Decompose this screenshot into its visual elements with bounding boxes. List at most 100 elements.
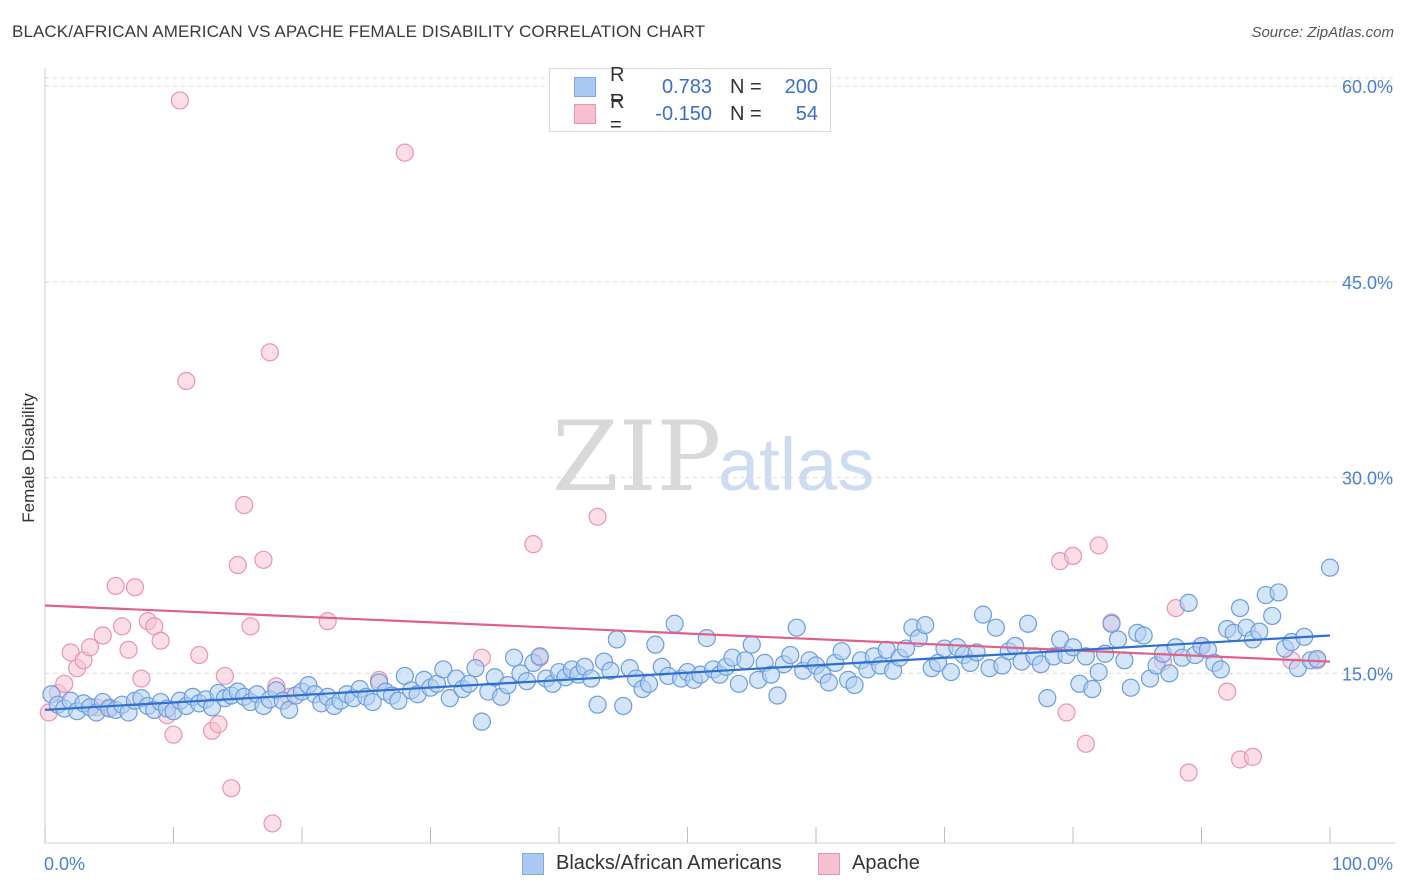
blacks-point: [1308, 649, 1327, 669]
legend-n-value: 54: [795, 102, 818, 125]
legend-n-value: 200: [784, 75, 818, 98]
legend-n-label: N =: [730, 75, 762, 98]
blacks-point: [845, 675, 864, 695]
apache-point: [112, 617, 132, 636]
apache-point: [177, 371, 196, 391]
axes: [44, 68, 1395, 844]
y-tick-label: 45.0%: [1342, 273, 1393, 293]
blacks-point: [1320, 558, 1340, 577]
bottom-legend-swatch-apache: [818, 852, 840, 875]
apache-point: [1063, 546, 1083, 566]
apache-point: [132, 669, 151, 688]
blacks-point: [466, 659, 485, 678]
blacks-point: [819, 673, 838, 692]
chart-title: BLACK/AFRICAN AMERICAN VS APACHE FEMALE …: [12, 22, 706, 41]
apache-point: [524, 535, 543, 554]
y-tick-label: 15.0%: [1342, 664, 1393, 684]
blacks-point: [440, 689, 459, 708]
source-label: Source: ZipAtlas.com: [1251, 24, 1394, 41]
blacks-point: [697, 629, 716, 648]
apache-point: [254, 550, 273, 569]
blacks-point: [588, 695, 607, 714]
watermark: ZIP atlas: [552, 401, 874, 513]
blacks-point: [389, 691, 408, 710]
y-axis-label: Female Disability: [19, 393, 38, 523]
tick-labels: 15.0% 30.0% 45.0% 60.0% 0.0% 100.0%: [44, 77, 1393, 874]
blacks-point: [614, 696, 633, 716]
blacks-point: [1250, 622, 1269, 641]
blacks-point: [973, 605, 993, 624]
apache-point: [119, 640, 138, 659]
y-tick-label: 60.0%: [1342, 77, 1393, 97]
legend-n-label: N =: [730, 102, 762, 125]
blacks-point: [729, 674, 749, 693]
blacks-point: [1179, 593, 1198, 612]
apache-point: [125, 578, 145, 597]
blacks-point: [1083, 679, 1102, 699]
blacks-point: [736, 651, 755, 670]
legend-r-value: 0.783: [661, 75, 712, 98]
blacks-point: [1006, 636, 1025, 656]
blacks-point: [1134, 626, 1153, 645]
apache-trend-line: [44, 604, 1331, 663]
blacks-point: [1102, 614, 1121, 633]
blacks-point: [504, 648, 524, 667]
apache-point: [228, 555, 247, 575]
blacks-point: [742, 635, 761, 654]
blacks-point: [1108, 630, 1128, 649]
blacks-point: [472, 712, 491, 731]
apache-point: [55, 674, 74, 693]
blacks-point: [665, 614, 684, 633]
x-tick-label: 0.0%: [44, 854, 85, 874]
apache-point: [1076, 734, 1095, 753]
gridlines: [45, 77, 1395, 674]
apache-point: [235, 495, 254, 515]
blacks-point: [646, 635, 665, 654]
blacks-point: [768, 686, 787, 705]
stats-legend: R = 0.783 N = 200 R = -0.150 N = 54: [549, 64, 831, 136]
blacks-point: [530, 647, 549, 666]
legend-swatch-blacks: [574, 77, 596, 97]
blacks-point: [761, 665, 781, 684]
apache-point: [318, 612, 337, 631]
apache-point: [209, 715, 228, 734]
blacks-point: [498, 675, 517, 695]
blacks-point: [1121, 678, 1140, 697]
watermark-zip: ZIP: [552, 401, 721, 513]
blacks-point: [363, 692, 382, 712]
trend-lines: [44, 604, 1331, 711]
apache-point: [106, 576, 125, 596]
legend-row-apache: R = -0.150 N = 54: [574, 91, 818, 136]
blacks-point: [941, 662, 961, 682]
blacks-point: [1038, 689, 1057, 708]
blacks-point: [601, 661, 620, 680]
blacks-point: [1089, 662, 1108, 682]
blacks-point: [787, 618, 806, 637]
watermark-atlas: atlas: [718, 423, 874, 506]
apache-point: [80, 638, 100, 657]
blacks-point: [1115, 651, 1134, 670]
blacks-point: [639, 674, 659, 693]
apache-point: [1057, 703, 1076, 722]
legend-row-blacks: R = 0.783 N = 200: [574, 64, 818, 109]
apache-point: [170, 91, 190, 110]
bottom-legend-label-apache: Apache: [852, 852, 920, 874]
blacks-point: [916, 615, 935, 635]
apache-point: [93, 626, 112, 645]
legend-r-label: R =: [610, 91, 625, 136]
blacks-point: [832, 642, 851, 661]
legend-r-value: -0.150: [655, 102, 712, 125]
blacks-trend-line: [44, 634, 1331, 711]
bottom-legend-swatch-blacks: [522, 852, 544, 875]
apache-point: [190, 645, 209, 665]
bottom-legend-label-blacks: Blacks/African Americans: [556, 852, 782, 874]
legend-r-label: R =: [610, 64, 625, 109]
bottom-legend-blacks: Blacks/African Americans: [522, 852, 782, 875]
apache-point: [1243, 747, 1263, 766]
apache-point: [395, 143, 414, 162]
blacks-point: [781, 645, 800, 665]
apache-point: [260, 343, 279, 362]
apache-point: [222, 779, 241, 798]
series-blacks-points: [42, 558, 1340, 731]
